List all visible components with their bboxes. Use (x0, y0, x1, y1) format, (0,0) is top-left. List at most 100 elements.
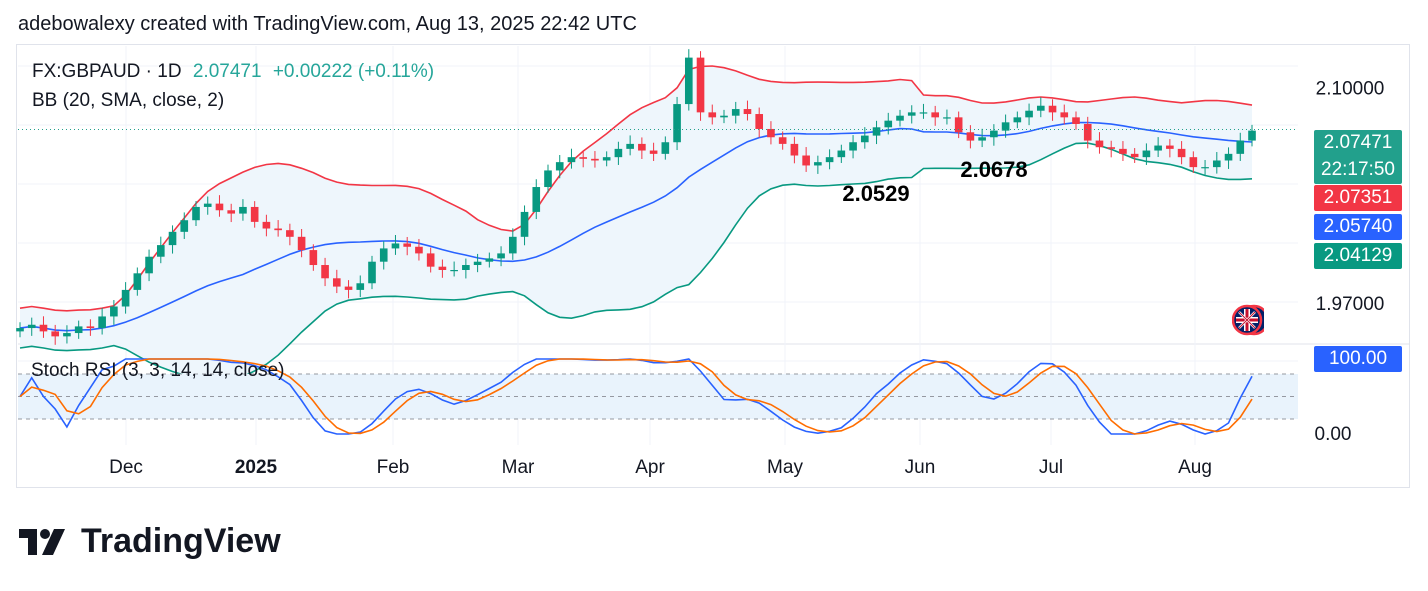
candle-body (649, 150, 658, 154)
candle-body (215, 203, 224, 211)
candle-body (1212, 160, 1221, 168)
candle-body (849, 142, 857, 151)
candle-body (1036, 105, 1045, 111)
candle-body (485, 258, 494, 262)
candle-body (731, 109, 740, 116)
candle-body (602, 157, 611, 161)
candle-body (1248, 130, 1256, 141)
candle-body (133, 273, 142, 290)
candle-body (614, 148, 623, 158)
candle-body (943, 117, 951, 119)
x-tick-label: Jul (1039, 457, 1063, 478)
candle-body (1154, 145, 1162, 151)
candle-body (438, 266, 447, 270)
bb-upper-line (19, 65, 1253, 312)
candle-body (638, 143, 646, 151)
candle-body (27, 324, 36, 329)
candle-body (321, 265, 329, 279)
candle-body (778, 137, 787, 144)
candle-body (896, 115, 904, 121)
x-tick-label: May (767, 457, 803, 478)
x-tick-label: Mar (502, 457, 535, 478)
candle-body (110, 306, 118, 317)
candle-body (872, 127, 881, 136)
candle-body (403, 243, 412, 247)
candle-body (919, 112, 928, 114)
x-tick-label: 2025 (235, 457, 278, 478)
candle-body (579, 157, 588, 159)
candle-body (1201, 167, 1209, 169)
candle-body (591, 158, 599, 161)
candle-body (1166, 145, 1174, 149)
x-tick-label: Aug (1178, 457, 1212, 478)
candle-body (755, 114, 764, 129)
candle-body (708, 112, 717, 118)
chart-frame[interactable] (16, 44, 1410, 488)
candle-body (767, 128, 775, 138)
candle-body (192, 206, 200, 221)
tradingview-logo-icon (19, 528, 65, 555)
candle-body (379, 248, 388, 262)
bar-countdown: 22:17:50 (1321, 159, 1395, 180)
candle-body (673, 104, 681, 143)
candle-body (1130, 153, 1139, 158)
candle-body (825, 157, 834, 163)
bb-upper-tag: 2.07351 (1314, 185, 1402, 211)
x-tick-label: Apr (635, 457, 665, 478)
price-annotation: 2.0529 (842, 181, 909, 206)
candle-body (1095, 140, 1104, 148)
candle-body (250, 206, 259, 222)
candle-body (684, 57, 693, 105)
candle-body (954, 117, 963, 133)
price-tag-value: 2.07471 (1323, 132, 1393, 153)
candle-body (86, 326, 95, 329)
candle-body (532, 187, 541, 212)
candle-body (743, 109, 752, 115)
candle-body (1001, 122, 1010, 131)
symbol-label: FX:GBPAUD · 1D (32, 61, 182, 82)
candle-body (720, 115, 728, 118)
candle-body (98, 316, 106, 329)
candle-body (344, 286, 353, 290)
candle-body (274, 228, 282, 231)
candle-body (239, 206, 247, 214)
gbp-aud-flag-icon[interactable] (1232, 304, 1264, 336)
candle-body (1224, 153, 1233, 161)
price-tag: 2.07471 22:17:50 (1314, 130, 1402, 184)
last-price: 2.07471 (192, 61, 262, 82)
candle-body (450, 269, 458, 272)
bb-legend[interactable]: BB (20, SMA, close, 2) (32, 90, 225, 111)
candle-body (203, 203, 212, 207)
candle-body (497, 253, 505, 259)
candle-body (1083, 123, 1092, 141)
candle-body (145, 256, 153, 274)
candle-body (462, 265, 470, 270)
candle-body (544, 170, 552, 188)
candle-body (990, 130, 998, 138)
candle-body (790, 143, 799, 156)
candle-body (1142, 150, 1151, 158)
candle-body (51, 331, 60, 337)
candle-body (520, 211, 529, 237)
tradingview-logo-text: TradingView (81, 522, 281, 560)
candle-body (473, 261, 482, 266)
candle-body (696, 57, 705, 113)
candle-body (555, 162, 564, 171)
candle-body (1119, 148, 1127, 154)
candle-body (39, 324, 48, 332)
candle-body (332, 278, 341, 287)
bb-lower-tag: 2.04129 (1314, 243, 1402, 269)
symbol-legend[interactable]: FX:GBPAUD · 1D 2.07471 +0.00222 (+0.11%) (32, 61, 434, 83)
candle-body (368, 261, 376, 284)
tradingview-logo[interactable]: TradingView (19, 522, 281, 561)
candle-body (508, 236, 517, 254)
candle-body (567, 157, 576, 163)
candle-body (1013, 117, 1022, 123)
stoch-rsi-legend[interactable]: Stoch RSI (3, 3, 14, 14, close) (31, 360, 285, 381)
candle-body (262, 221, 271, 229)
candle-body (1189, 157, 1198, 168)
candle-body (1177, 148, 1186, 158)
x-tick-label: Feb (377, 457, 410, 478)
candle-body (415, 246, 423, 254)
